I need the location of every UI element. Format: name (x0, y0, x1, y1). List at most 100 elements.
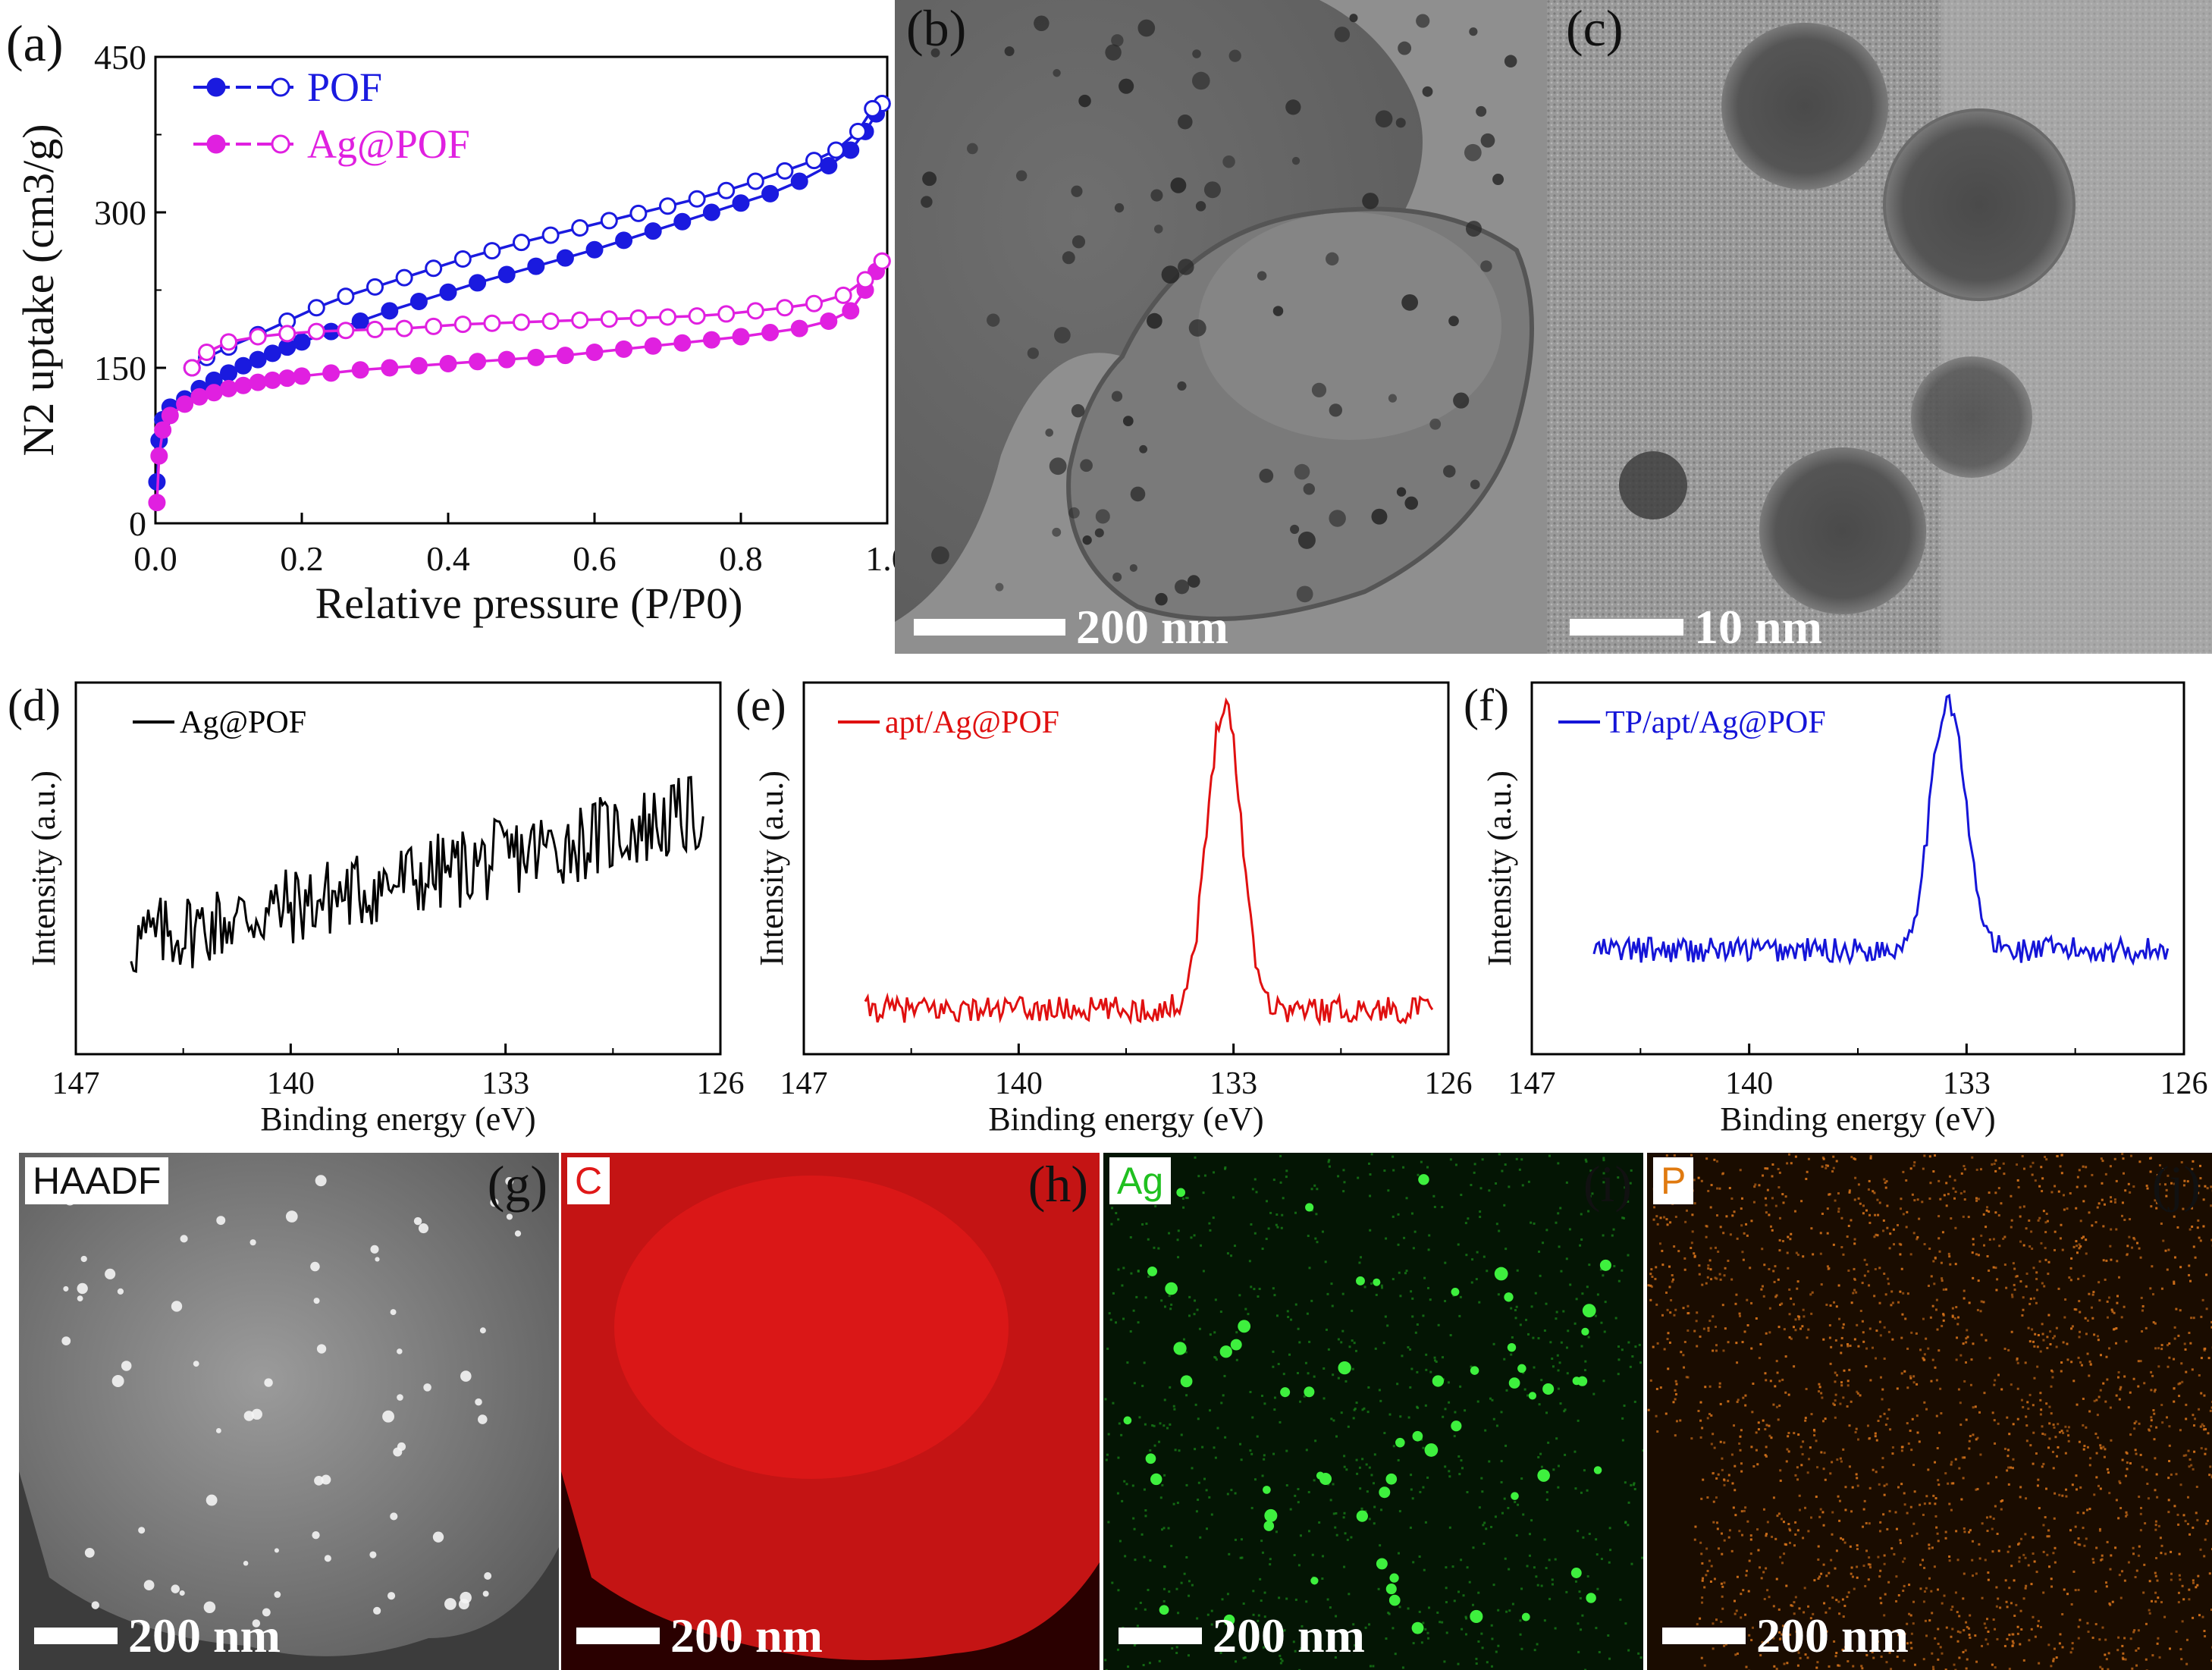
ag-particle (1418, 1174, 1429, 1185)
signal-pixel (1265, 1200, 1268, 1203)
signal-pixel (2141, 1465, 2144, 1468)
signal-pixel (1343, 1511, 1346, 1515)
x-tick-label: 147 (52, 1066, 100, 1101)
ag-particle (1582, 1304, 1596, 1318)
ag-particle (1508, 1377, 1520, 1389)
signal-pixel (1409, 1526, 1412, 1529)
data-point (761, 324, 780, 342)
signal-pixel (2152, 1409, 2155, 1412)
data-point (351, 312, 369, 330)
signal-pixel (1213, 1331, 1216, 1334)
signal-pixel (2077, 1588, 2080, 1591)
signal-pixel (1191, 1584, 1194, 1587)
signal-pixel (2185, 1417, 2188, 1420)
nanoparticle (1453, 392, 1470, 409)
signal-pixel (2051, 1450, 2054, 1453)
signal-pixel (1861, 1282, 1864, 1285)
signal-pixel (1417, 1173, 1420, 1176)
signal-pixel (1602, 1157, 1605, 1160)
signal-pixel (1583, 1469, 1586, 1472)
signal-pixel (1963, 1527, 1966, 1530)
signal-pixel (1209, 1409, 1212, 1412)
signal-pixel (1552, 1468, 1555, 1471)
signal-pixel (1253, 1288, 1256, 1291)
bright-spot (387, 1592, 396, 1600)
bright-spot (180, 1235, 188, 1243)
signal-pixel (1702, 1577, 1705, 1580)
signal-pixel (1488, 1189, 1491, 1192)
signal-pixel (2208, 1572, 2211, 1575)
signal-pixel (1876, 1234, 1879, 1237)
signal-pixel (1868, 1284, 1871, 1287)
signal-pixel (1602, 1181, 1605, 1184)
signal-pixel (1542, 1242, 1545, 1245)
signal-pixel (2113, 1198, 2116, 1201)
signal-pixel (1983, 1622, 1986, 1625)
signal-pixel (2135, 1420, 2138, 1423)
signal-pixel (2058, 1493, 2061, 1496)
bright-spot (397, 1394, 403, 1401)
signal-pixel (2083, 1445, 2086, 1448)
signal-pixel (1700, 1179, 1703, 1182)
signal-pixel (1587, 1336, 1590, 1339)
signal-pixel (1740, 1470, 1743, 1473)
ag-particle (1412, 1430, 1423, 1442)
signal-pixel (1736, 1237, 1739, 1240)
signal-pixel (1928, 1502, 1931, 1505)
signal-pixel (1671, 1280, 1674, 1283)
signal-pixel (1498, 1229, 1501, 1232)
signal-pixel (1313, 1479, 1316, 1482)
signal-pixel (1419, 1490, 1422, 1493)
signal-pixel (2061, 1646, 2064, 1649)
signal-pixel (2097, 1281, 2101, 1284)
signal-pixel (1809, 1617, 1812, 1620)
signal-pixel (1198, 1327, 1201, 1330)
signal-pixel (2180, 1161, 2183, 1164)
signal-pixel (1900, 1207, 1903, 1210)
signal-pixel (2163, 1615, 2167, 1618)
signal-pixel (2190, 1464, 2193, 1467)
signal-pixel (1196, 1308, 1199, 1311)
signal-pixel (1740, 1197, 1743, 1200)
signal-pixel (1769, 1225, 1772, 1228)
signal-pixel (1765, 1534, 1768, 1537)
signal-pixel (1720, 1620, 1723, 1623)
signal-pixel (2175, 1473, 2178, 1476)
signal-pixel (1795, 1251, 1798, 1254)
signal-pixel (1986, 1530, 1989, 1533)
signal-pixel (2177, 1523, 2180, 1526)
signal-pixel (2188, 1533, 2192, 1536)
signal-pixel (1955, 1530, 1958, 1533)
data-point (585, 344, 604, 361)
signal-pixel (1534, 1292, 1537, 1295)
signal-pixel (1865, 1653, 1868, 1656)
x-tick-label: 0.8 (719, 539, 763, 578)
signal-pixel (2210, 1476, 2212, 1479)
signal-pixel (2011, 1633, 2014, 1636)
signal-pixel (1132, 1309, 1135, 1312)
signal-pixel (1986, 1643, 1989, 1646)
signal-pixel (1875, 1233, 1878, 1236)
signal-pixel (1344, 1380, 1348, 1383)
signal-pixel (1263, 1591, 1266, 1594)
signal-pixel (1959, 1191, 1963, 1194)
data-point (556, 249, 574, 267)
signal-pixel (2185, 1454, 2188, 1457)
signal-pixel (1903, 1632, 1906, 1635)
signal-pixel (1891, 1452, 1894, 1455)
signal-pixel (2041, 1465, 2044, 1468)
signal-pixel (1802, 1308, 1805, 1311)
signal-pixel (1416, 1323, 1419, 1326)
signal-pixel (1872, 1468, 1875, 1471)
signal-pixel (2082, 1511, 2085, 1515)
signal-pixel (2044, 1487, 2047, 1490)
signal-pixel (2119, 1596, 2123, 1599)
signal-pixel (1361, 1458, 1364, 1461)
signal-pixel (2153, 1438, 2156, 1441)
signal-pixel (1840, 1344, 1843, 1347)
signal-pixel (2177, 1383, 2180, 1386)
signal-pixel (1794, 1521, 1797, 1524)
signal-pixel (2058, 1642, 2061, 1645)
bright-spot (203, 1601, 216, 1614)
